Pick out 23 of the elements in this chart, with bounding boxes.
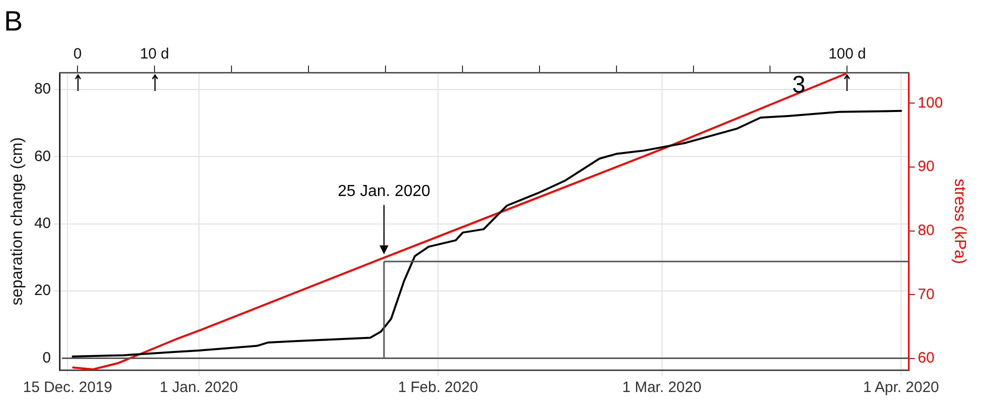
y-tick-label: 40 xyxy=(34,214,51,232)
x2-tick-label: 0 xyxy=(73,46,82,63)
x-tick-label: 15 Dec. 2019 xyxy=(22,379,112,396)
y-tick-label: 80 xyxy=(34,80,51,98)
annotation: 25 Jan. 2020 xyxy=(338,182,430,200)
x2-tick-label: 10 d xyxy=(140,46,170,63)
y2-axis-title: stress (kPa) xyxy=(950,178,968,264)
y2-tick-label: 90 xyxy=(918,158,934,176)
y2-tick-label: 70 xyxy=(918,286,934,303)
y-tick-label: 20 xyxy=(34,282,51,300)
y-tick-label: 0 xyxy=(42,349,51,366)
x-tick-label: 1 Jan. 2020 xyxy=(160,379,238,396)
y-tick-label: 60 xyxy=(34,148,51,165)
annotation: 3 xyxy=(792,72,806,98)
x-tick-label: 1 Apr. 2020 xyxy=(863,379,940,396)
x-tick-label: 1 Mar. 2020 xyxy=(622,379,702,396)
y2-tick-label: 80 xyxy=(918,222,934,240)
y-axis-title: separation change (cm) xyxy=(9,137,26,306)
x-tick-label: 1 Feb. 2020 xyxy=(398,379,478,396)
chart-title: B xyxy=(4,6,23,37)
x2-tick-label: 100 d xyxy=(828,46,866,63)
y2-tick-label: 100 xyxy=(918,94,943,112)
y2-tick-label: 60 xyxy=(918,350,934,367)
